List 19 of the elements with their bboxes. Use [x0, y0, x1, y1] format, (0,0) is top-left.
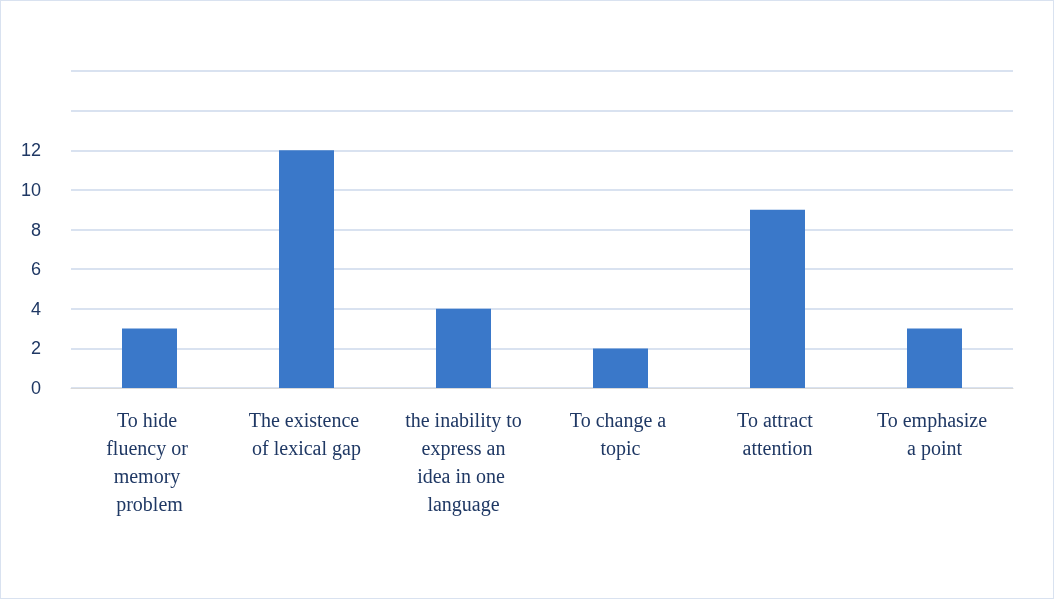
bar — [436, 308, 491, 388]
x-tick-label: To hide fluency or memory problem — [106, 409, 193, 516]
bar — [593, 348, 648, 388]
x-tick-label: To change a topic — [569, 409, 672, 460]
y-tick-label: 12 — [20, 140, 41, 161]
x-tick-label: the inability to express an idea in one language — [405, 409, 522, 516]
bar — [122, 328, 177, 388]
y-tick-label: 4 — [30, 298, 41, 319]
x-tick-label: To attract attention — [737, 409, 818, 459]
bar — [750, 209, 805, 388]
x-tick-label: The existence of lexical gap — [248, 409, 365, 460]
y-tick-label: 0 — [30, 378, 41, 398]
x-tick-label: To emphasize a point — [876, 409, 993, 460]
y-tick-label: 8 — [30, 219, 41, 240]
y-tick-label: 2 — [30, 338, 41, 359]
y-tick-label: 10 — [20, 179, 41, 200]
bar — [279, 150, 334, 388]
bar — [907, 328, 962, 388]
y-tick-label: 6 — [30, 259, 41, 280]
